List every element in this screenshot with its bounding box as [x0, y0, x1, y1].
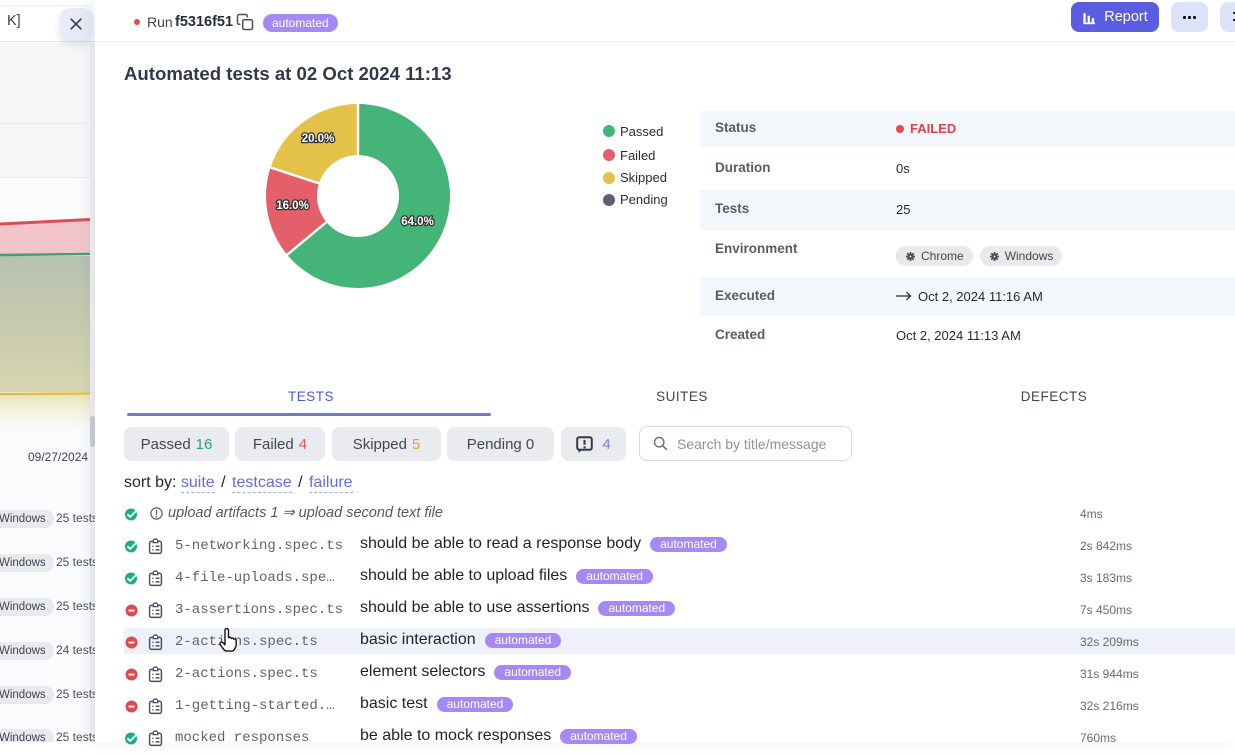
svg-text:20.0%: 20.0%: [302, 133, 335, 145]
svg-text:16.0%: 16.0%: [276, 200, 309, 212]
svg-text:64.0%: 64.0%: [401, 216, 434, 228]
